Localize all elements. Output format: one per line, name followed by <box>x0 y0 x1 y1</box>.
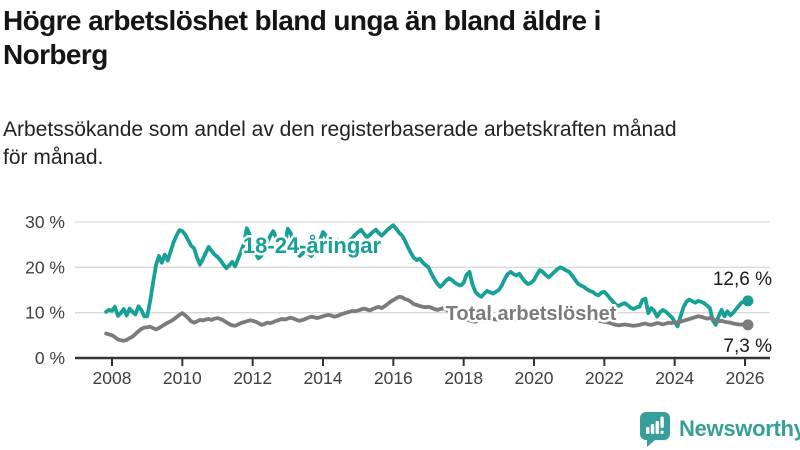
x-tick-label: 2016 <box>374 368 413 388</box>
page-title-line1: Högre arbetslöshet bland unga än bland ä… <box>3 5 601 36</box>
x-tick-label: 2020 <box>515 368 554 388</box>
x-tick-label: 2018 <box>444 368 483 388</box>
end-value-label: 12,6 % <box>713 269 772 290</box>
x-tick-label: 2010 <box>163 368 202 388</box>
newsworthy-icon <box>638 411 672 447</box>
series-end-dot <box>742 295 754 307</box>
page-title-line2: Norberg <box>3 39 108 70</box>
x-tick-label: 2008 <box>93 368 132 388</box>
end-value-label: 7,3 % <box>723 336 772 357</box>
chart-subtitle: Arbetssökande som andel av den registerb… <box>3 116 677 172</box>
chart-svg: 2008 2010 2012 2014 2016 2018 2020 2022 2024 2026… <box>25 212 772 388</box>
newsworthy-brand-text: Newsworthy <box>679 416 800 441</box>
x-tick-label: 2012 <box>233 368 272 388</box>
x-tick-label: 2014 <box>304 368 343 388</box>
series-label-total: Total arbetslöshet <box>446 303 617 325</box>
y-tick-label: 20 % <box>25 257 65 277</box>
x-tick-label: 2024 <box>655 368 694 388</box>
x-tick-label: 2022 <box>585 368 624 388</box>
series-end-dot <box>742 319 754 331</box>
series-line-total <box>104 294 750 343</box>
chart-subtitle-line1: Arbetssökande som andel av den registerb… <box>3 118 677 141</box>
series-label-youth: 18-24-åringar <box>243 233 382 258</box>
y-tick-label: 0 % <box>35 348 65 368</box>
x-tick-label: 2026 <box>726 368 765 388</box>
y-tick-label: 10 % <box>25 303 65 323</box>
chart-subtitle-line2: för månad. <box>3 146 104 169</box>
newsworthy-logo-link[interactable]: Newsworthy <box>638 410 800 448</box>
page-title: Högre arbetslöshet bland unga än bland ä… <box>3 4 601 72</box>
series-line-youth <box>104 223 750 329</box>
y-tick-label: 30 % <box>25 212 65 232</box>
unemployment-line-chart: 2008 2010 2012 2014 2016 2018 2020 2022 2024 2026… <box>0 195 800 410</box>
